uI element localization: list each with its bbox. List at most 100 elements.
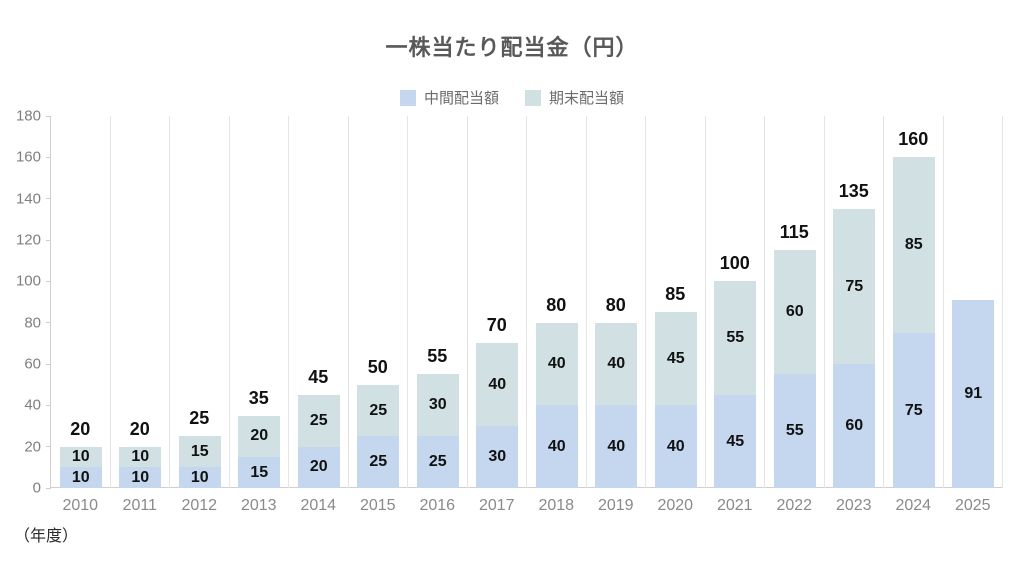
bar-segment-yearend-2022: 60 — [773, 250, 816, 375]
x-tick-label: 2011 — [122, 497, 157, 514]
total-value-label: 25 — [189, 408, 210, 429]
segment-value-label: 10 — [131, 468, 150, 486]
y-tick-mark — [46, 446, 51, 448]
y-tick-mark — [46, 239, 51, 241]
legend-item-yearend: 期末配当額 — [525, 87, 624, 108]
total-value-label: 85 — [665, 284, 686, 305]
y-tick-mark — [46, 404, 51, 406]
x-tick-label: 2019 — [597, 497, 634, 514]
bar-segment-yearend-2019: 40 — [595, 322, 638, 406]
x-tick-label: 2020 — [657, 497, 694, 514]
y-tick-label: 100 — [15, 272, 41, 290]
bar-segment-interim-2024: 75 — [892, 333, 935, 488]
segment-value-label: 85 — [904, 236, 923, 254]
category-column-2020: 40 45 85 2020 — [646, 116, 706, 514]
bar-segment-interim-2021: 45 — [714, 395, 757, 488]
total-value-label: 45 — [308, 367, 329, 387]
yearend-legend-swatch — [525, 89, 541, 106]
x-tick-label: 2025 — [954, 497, 991, 514]
segment-value-label: 10 — [71, 448, 90, 466]
bar-segment-interim-2014: 20 — [297, 446, 340, 488]
bar-segment-yearend-2024: 85 — [892, 157, 935, 333]
x-tick-label: 2024 — [895, 497, 932, 514]
x-tick-label: 2014 — [300, 497, 337, 514]
bar-segment-yearend-2015: 25 — [357, 384, 400, 437]
category-column-2019: 40 40 80 2019 — [587, 116, 646, 514]
segment-value-label: 55 — [726, 329, 745, 347]
segment-value-label: 75 — [845, 277, 864, 295]
total-value-label: 80 — [546, 294, 567, 315]
bar-segment-interim-2025: 91 — [952, 299, 995, 488]
bar-segment-interim-2022: 55 — [773, 374, 816, 488]
x-tick-label: 2015 — [359, 497, 396, 514]
x-tick-label: 2012 — [181, 497, 218, 514]
segment-value-label: 30 — [488, 448, 507, 465]
segment-value-label: 20 — [309, 458, 328, 476]
y-tick-label: 120 — [15, 231, 41, 249]
category-column-2016: 25 30 55 2016 — [408, 116, 468, 514]
category-column-2023: 60 75 135 2023 — [825, 116, 884, 514]
segment-value-label: 40 — [607, 355, 626, 373]
y-tick-label: 140 — [15, 190, 41, 208]
bar-segment-interim-2020: 40 — [654, 405, 697, 488]
segment-value-label: 40 — [488, 375, 507, 393]
bar-segment-interim-2013: 15 — [238, 457, 281, 488]
segment-value-label: 40 — [547, 355, 566, 373]
segment-value-label: 91 — [964, 384, 983, 402]
bar-segment-interim-2023: 60 — [833, 364, 876, 488]
segment-value-label: 40 — [547, 437, 566, 455]
yearend-legend-label: 期末配当額 — [549, 90, 625, 107]
legend: 中間配当額 期末配当額 — [0, 87, 1024, 108]
y-tick-mark — [46, 198, 51, 200]
legend-item-interim: 中間配当額 — [399, 87, 499, 108]
x-tick-label: 2022 — [776, 497, 813, 514]
segment-value-label: 10 — [131, 448, 150, 466]
bar-segment-yearend-2010: 10 — [59, 446, 102, 468]
segment-value-label: 25 — [369, 453, 388, 471]
x-tick-label: 2021 — [716, 497, 753, 514]
bar-segment-yearend-2013: 20 — [238, 415, 281, 457]
y-tick-label: 180 — [15, 107, 41, 125]
x-tick-label: 2010 — [62, 497, 99, 514]
segment-value-label: 40 — [607, 437, 626, 455]
x-axis-unit-label: （年度） — [14, 528, 79, 545]
category-column-2015: 25 25 50 2015 — [349, 116, 408, 514]
y-tick-label: 80 — [24, 314, 41, 332]
bar-segment-yearend-2016: 30 — [416, 374, 459, 437]
x-tick-label: 2023 — [835, 497, 872, 514]
segment-value-label: 55 — [785, 422, 804, 440]
segment-value-label: 15 — [250, 463, 269, 481]
segment-value-label: 75 — [904, 401, 923, 419]
segment-value-label: 10 — [71, 468, 90, 486]
total-value-label: 55 — [427, 346, 448, 367]
y-tick-label: 60 — [24, 355, 41, 373]
bar-segment-yearend-2021: 55 — [714, 281, 757, 395]
interim-legend-label: 中間配当額 — [423, 90, 499, 107]
total-value-label: 80 — [605, 294, 626, 315]
total-value-label: 135 — [838, 181, 869, 201]
segment-value-label: 10 — [190, 468, 209, 486]
x-tick-label: 2013 — [240, 497, 277, 514]
y-tick-label: 0 — [32, 479, 41, 497]
category-column-2022: 55 60 115 2022 — [765, 116, 825, 514]
segment-value-label: 40 — [666, 437, 685, 455]
bar-segment-interim-2019: 40 — [595, 405, 638, 488]
bar-segment-interim-2011: 10 — [119, 467, 162, 488]
y-tick-mark — [46, 487, 51, 489]
category-column-2017: 30 40 70 2017 — [468, 116, 527, 514]
total-value-label: 160 — [898, 129, 929, 150]
bar-segment-yearend-2018: 40 — [535, 322, 578, 406]
y-tick-mark — [46, 156, 51, 158]
category-column-2018: 40 40 80 2018 — [527, 116, 587, 514]
chart-title: 一株当たり配当金（円） — [385, 35, 639, 60]
y-tick-mark — [46, 115, 51, 117]
category-column-2012: 10 15 25 2012 — [170, 116, 230, 514]
x-tick-label: 2016 — [419, 497, 456, 514]
segment-value-label: 25 — [309, 411, 328, 429]
y-tick-mark — [46, 363, 51, 365]
segment-value-label: 25 — [428, 453, 447, 471]
total-value-label: 20 — [129, 418, 150, 439]
segment-value-label: 45 — [726, 432, 745, 450]
bar-segment-interim-2016: 25 — [416, 436, 459, 488]
